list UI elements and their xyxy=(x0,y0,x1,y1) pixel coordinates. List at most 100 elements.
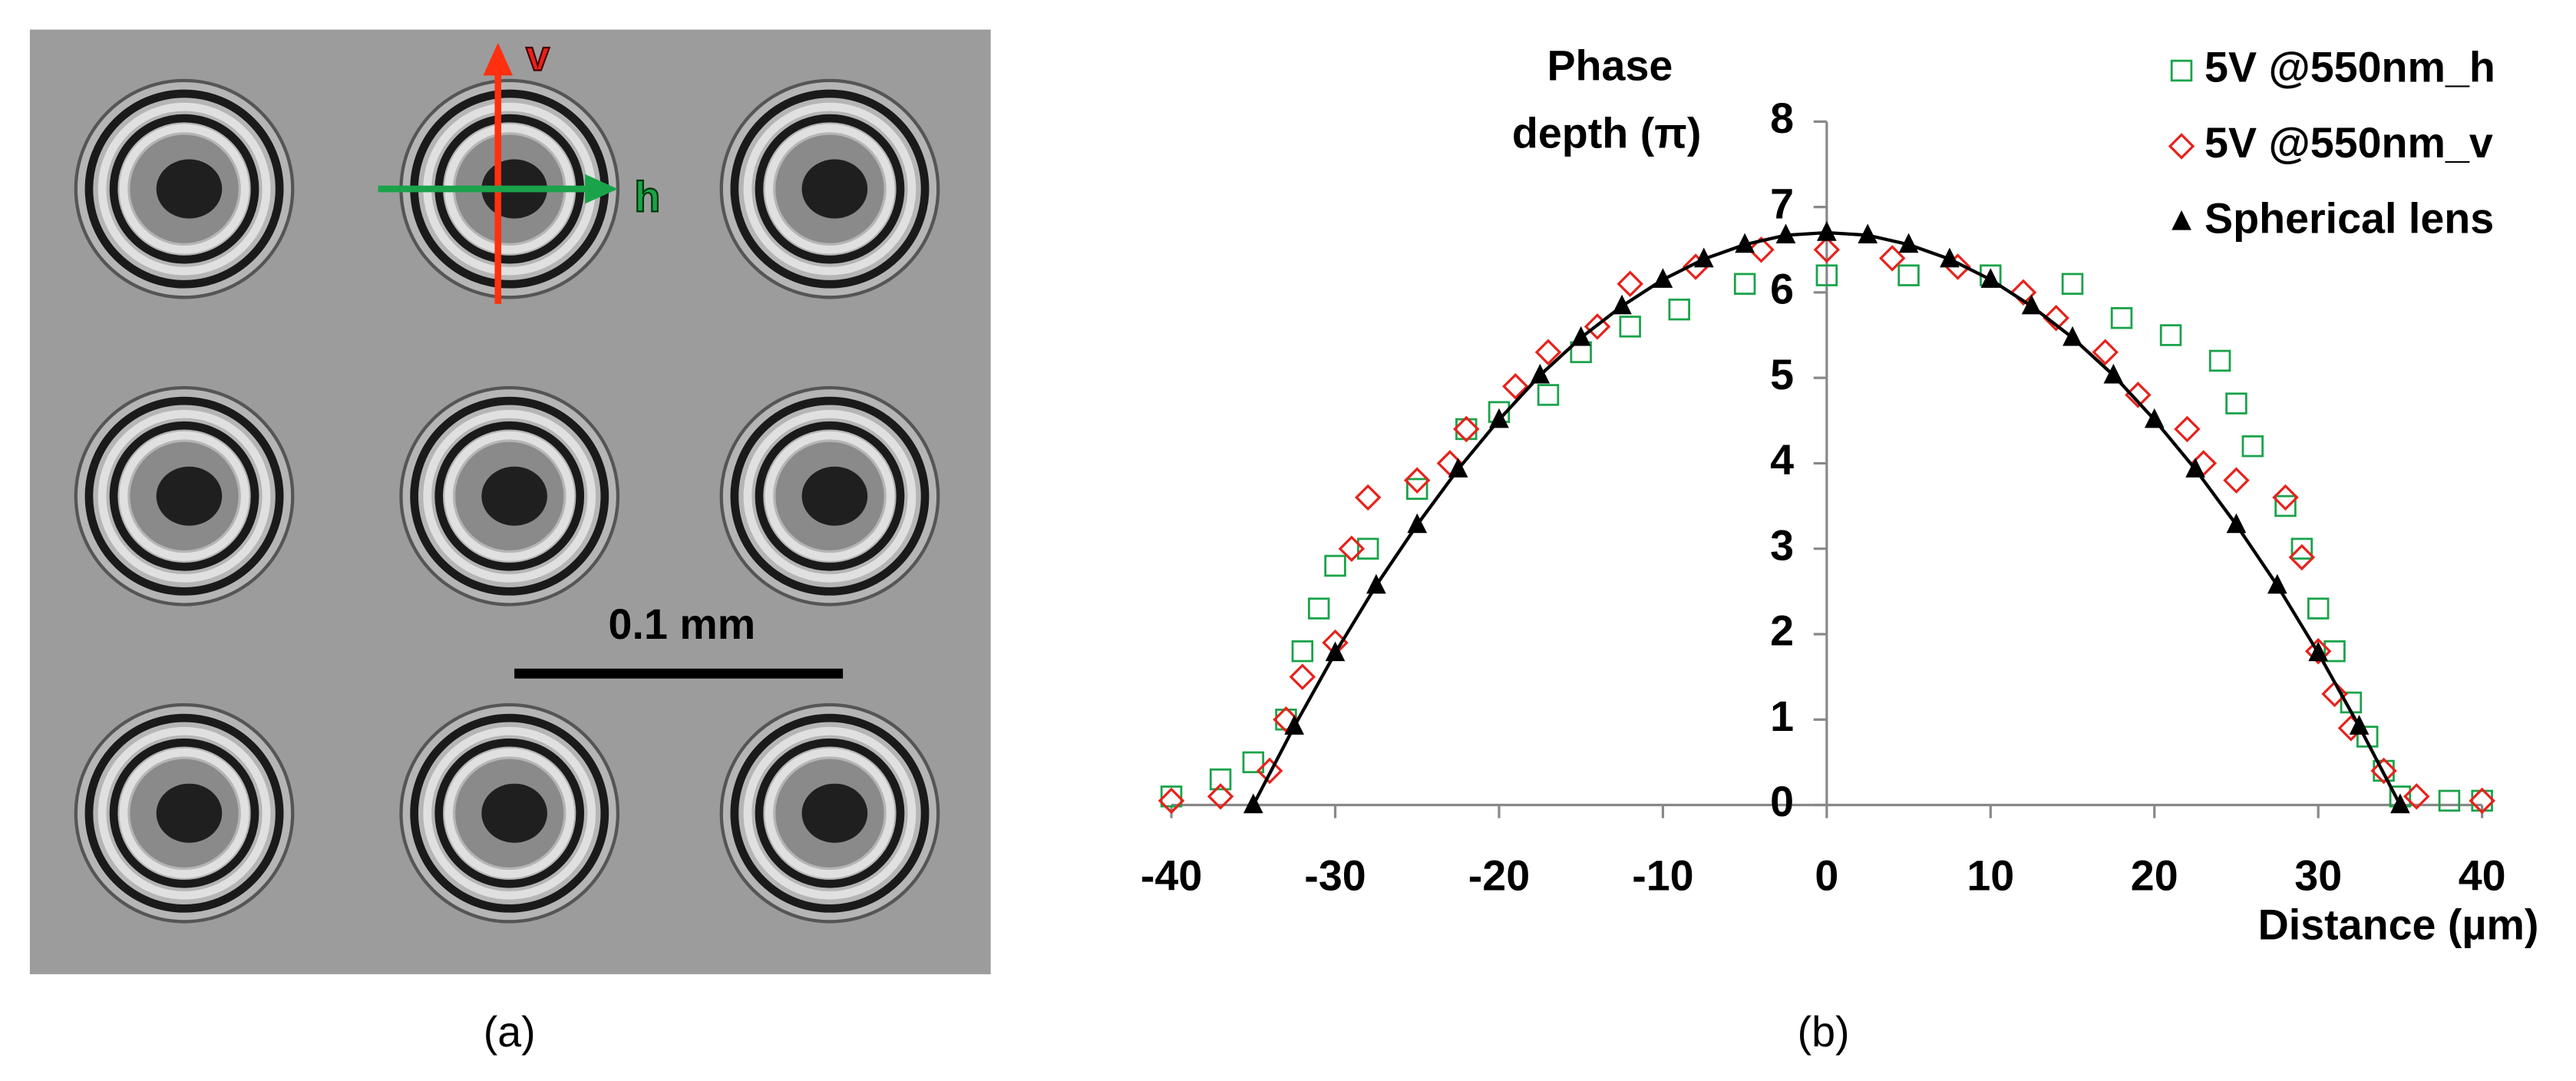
square-marker xyxy=(2274,494,2297,517)
diamond-marker xyxy=(1878,245,1906,272)
lens-ring xyxy=(119,124,249,254)
triangle-marker xyxy=(1284,715,1304,735)
scale-label: 0.1 mm xyxy=(609,600,756,648)
lens-core xyxy=(156,783,223,843)
lens-ring xyxy=(109,114,259,264)
diamond-marker xyxy=(2125,382,2152,408)
lens-ring xyxy=(109,738,259,888)
triangle-marker xyxy=(2226,513,2247,534)
square-marker xyxy=(2323,640,2346,663)
micrograph-panel xyxy=(29,29,991,974)
square-marker xyxy=(2110,307,2133,329)
lens-ring xyxy=(423,409,596,583)
legend-label: Spherical lens xyxy=(2204,195,2494,243)
square-marker xyxy=(1242,751,1265,774)
triangle-marker xyxy=(1980,268,2001,288)
x-tick-label: 40 xyxy=(2459,851,2506,899)
v-arrowhead xyxy=(483,42,514,76)
lens-ring xyxy=(730,396,930,596)
triangle-marker xyxy=(1858,223,1878,244)
diamond-marker xyxy=(2403,783,2430,810)
square-marker xyxy=(1307,597,1330,620)
y-tick-label: 3 xyxy=(1770,521,1794,569)
x-tick-label: -10 xyxy=(1632,851,1693,899)
lens-ring xyxy=(84,89,284,289)
y-tick-label: 0 xyxy=(1770,778,1794,825)
triangle-marker xyxy=(1612,294,1632,315)
square-marker xyxy=(2290,537,2313,560)
square-marker xyxy=(2225,392,2247,415)
square-marker xyxy=(1160,785,1183,808)
triangle-marker xyxy=(1735,233,1755,253)
triangle-marker xyxy=(1530,363,1551,384)
x-tick-label: -30 xyxy=(1304,851,1366,899)
diamond-marker xyxy=(1158,787,1185,815)
diamond-marker xyxy=(2469,787,2495,815)
caption-b: (b) xyxy=(1798,1008,1850,1056)
lens-ring xyxy=(97,726,271,900)
square-marker xyxy=(2159,324,2182,346)
lens-core xyxy=(156,159,223,219)
lens-ring xyxy=(730,89,930,289)
lens-ring xyxy=(765,748,895,878)
diamond-marker xyxy=(1534,339,1562,366)
triangle-marker xyxy=(2185,458,2205,478)
triangle-marker xyxy=(1489,408,1509,428)
square-marker xyxy=(2170,59,2193,82)
lens-ring xyxy=(119,748,249,878)
square-marker xyxy=(1815,264,1838,286)
square-marker xyxy=(1406,478,1428,501)
triangle-marker xyxy=(2144,408,2165,428)
diamond-marker xyxy=(1584,313,1611,340)
lens-ring xyxy=(119,431,249,561)
triangle-marker xyxy=(1325,641,1346,662)
lens-ring xyxy=(97,102,271,276)
x-tick-label: 0 xyxy=(1815,851,1838,899)
y-tick-label: 7 xyxy=(1770,180,1794,227)
square-marker xyxy=(1209,768,1232,791)
lens-ring xyxy=(743,726,916,900)
diamond-marker xyxy=(2092,339,2119,366)
square-marker xyxy=(2208,349,2231,372)
square-marker xyxy=(1733,273,1756,295)
square-marker xyxy=(1455,418,1478,441)
square-marker xyxy=(1356,537,1379,560)
y-tick-label: 5 xyxy=(1770,351,1794,398)
lens-ring xyxy=(423,726,596,900)
lens-core xyxy=(801,466,868,526)
square-marker xyxy=(1619,316,1641,338)
lens-ring xyxy=(434,421,585,571)
lens-ring xyxy=(730,713,930,913)
lens-ring xyxy=(84,713,284,913)
lens-ring xyxy=(109,421,259,571)
diamond-marker xyxy=(2370,757,2397,785)
triangle-marker xyxy=(1570,326,1591,346)
y-tick-label: 1 xyxy=(1770,693,1794,740)
diamond-marker xyxy=(1207,783,1234,810)
square-marker xyxy=(1291,640,1314,663)
lens-ring xyxy=(444,431,575,561)
x-tick-label: -20 xyxy=(1468,851,1530,899)
triangle-marker xyxy=(1898,233,1919,253)
lens-core xyxy=(481,466,547,526)
x-tick-label: 30 xyxy=(2294,851,2342,899)
diamond-marker xyxy=(2043,305,2069,332)
triangle-marker xyxy=(1940,247,1960,268)
diamond-marker xyxy=(2168,133,2195,160)
h-label: h xyxy=(634,174,660,221)
square-marker xyxy=(2061,273,2084,295)
diamond-marker xyxy=(2304,637,2332,665)
square-marker xyxy=(1324,554,1346,577)
triangle-marker xyxy=(1653,268,1673,288)
lens-ring xyxy=(97,409,271,583)
square-marker xyxy=(2307,597,2330,620)
triangle-marker xyxy=(1693,247,1714,268)
triangle-marker xyxy=(2349,715,2370,735)
lens-ring xyxy=(755,421,905,571)
triangle-marker xyxy=(1817,221,1837,241)
diamond-marker xyxy=(1403,467,1431,494)
diamond-marker xyxy=(1813,236,1841,263)
lens-ring xyxy=(755,738,905,888)
diamond-marker xyxy=(1338,535,1366,562)
diamond-marker xyxy=(2272,484,2299,511)
